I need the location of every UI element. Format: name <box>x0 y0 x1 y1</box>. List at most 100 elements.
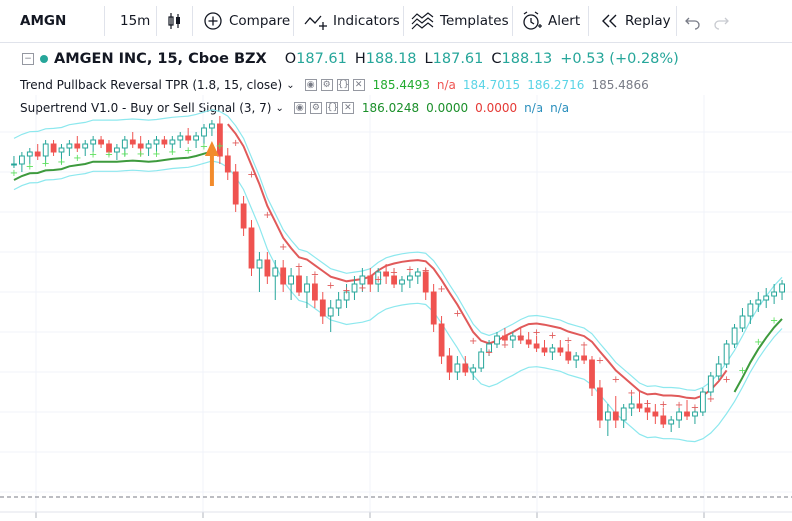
alert-button[interactable]: Alert <box>521 0 580 42</box>
candle-body <box>304 283 310 293</box>
candle-body <box>700 391 706 413</box>
candle-body <box>660 415 667 425</box>
candle-body <box>692 411 698 417</box>
indicator2-name[interactable]: Supertrend V1.0 - Buy or Sell Signal (3,… <box>20 101 272 115</box>
alert-label: Alert <box>548 13 581 29</box>
candle-body <box>11 163 17 166</box>
trend-cross-marker: + <box>469 336 477 347</box>
templates-button[interactable]: Templates <box>411 0 509 42</box>
gear-icon[interactable]: ⚙ <box>309 102 322 114</box>
trend-cross-marker: + <box>279 242 287 253</box>
trend-cross-marker: + <box>707 394 715 405</box>
main-series-legend: − AMGEN INC, 15, Cboe BZX O 187.61 H 188.1… <box>20 48 679 70</box>
candle-body <box>288 275 295 285</box>
high-label: H <box>354 51 366 67</box>
trend-cross-marker: + <box>152 149 160 160</box>
indicator2-value: 0.0000 <box>426 101 469 115</box>
trend-cross-marker: + <box>564 336 572 347</box>
candle-body <box>145 143 152 149</box>
candle-body <box>763 295 770 301</box>
candle-body <box>644 407 651 413</box>
trend-cross-marker: + <box>232 138 240 149</box>
candle-body <box>494 335 500 345</box>
toolbar-divider <box>512 6 513 36</box>
candle-body <box>573 355 580 361</box>
indicator2-value: 0.0000 <box>475 101 518 115</box>
supertrend-lines <box>13 123 783 400</box>
replay-button[interactable]: Replay <box>600 0 671 42</box>
trend-cross-marker: + <box>659 400 667 411</box>
trend-cross-marker: + <box>73 153 81 164</box>
candle-body <box>19 155 25 165</box>
candle-body <box>82 143 89 149</box>
interval-button[interactable]: 15m <box>120 0 150 42</box>
trend-cross-marker: + <box>517 332 525 343</box>
trend-cross-marker: + <box>612 374 620 385</box>
trend-cross-marker: + <box>121 149 129 160</box>
candle-body <box>296 275 302 293</box>
chevron-down-icon[interactable]: ⌄ <box>286 79 295 91</box>
candle-body <box>779 283 786 293</box>
high-value: 188.18 <box>365 51 417 67</box>
trend-cross-marker: + <box>754 337 762 348</box>
toolbar-divider <box>156 6 157 36</box>
candle-body <box>343 291 350 301</box>
candle-body <box>430 291 437 325</box>
indicator1-value: n/a <box>436 78 456 92</box>
trend-cross-marker: + <box>596 356 604 367</box>
redo-button[interactable] <box>712 0 730 42</box>
trend-cross-marker: + <box>41 158 49 169</box>
trend-cross-marker: + <box>263 210 271 221</box>
indicator1-name[interactable]: Trend Pullback Reversal TPR (1.8, 15, cl… <box>20 78 283 92</box>
candle-body <box>723 343 730 365</box>
candle-body <box>169 139 176 145</box>
candle-body <box>478 351 485 369</box>
candle-body <box>217 123 223 157</box>
candle-body <box>707 375 714 393</box>
candle-body <box>50 143 57 153</box>
source-code-icon[interactable]: {} <box>325 102 339 114</box>
indicator2-value: n/a <box>524 101 544 115</box>
alarm-clock-icon <box>523 11 542 30</box>
undo-button[interactable] <box>684 0 702 42</box>
tpr-channel <box>13 109 783 443</box>
candle-body <box>66 143 73 149</box>
indicator2-legend: Supertrend V1.0 - Buy or Sell Signal (3,… <box>20 97 569 119</box>
gear-icon[interactable]: ⚙ <box>320 79 333 91</box>
close-icon[interactable]: ✕ <box>341 102 354 114</box>
candle-body <box>193 135 199 141</box>
candle-body <box>90 139 97 145</box>
candle-body <box>232 171 239 205</box>
candle-body <box>399 279 405 285</box>
candle-body <box>557 347 564 353</box>
candle-body <box>414 271 421 277</box>
candle-body <box>755 299 762 305</box>
trend-cross-marker: + <box>722 374 730 385</box>
green-dot-icon <box>40 55 48 63</box>
eye-icon[interactable]: ◉ <box>293 102 306 114</box>
trend-cross-marker: + <box>311 269 319 280</box>
trend-cross-marker: + <box>532 328 540 339</box>
templates-label: Templates <box>440 13 509 29</box>
trend-cross-marker: + <box>184 146 192 157</box>
trend-cross-marker: + <box>738 366 746 377</box>
indicators-button[interactable]: Indicators <box>304 0 400 42</box>
low-label: L <box>424 51 433 67</box>
chart-type-button[interactable] <box>167 0 183 42</box>
trend-cross-marker: + <box>342 285 350 296</box>
collapse-legend-button[interactable]: − <box>22 53 34 65</box>
close-icon[interactable]: ✕ <box>352 79 365 91</box>
candle-body <box>533 343 540 349</box>
trend-cross-marker: + <box>105 150 113 161</box>
candle-body <box>628 403 635 409</box>
symbol-search-button[interactable]: AMGN <box>20 0 66 42</box>
candle-body <box>161 139 168 145</box>
compare-button[interactable]: Compare <box>203 0 290 42</box>
eye-icon[interactable]: ◉ <box>304 79 317 91</box>
chevron-down-icon[interactable]: ⌄ <box>275 102 284 114</box>
trend-cross-marker: + <box>26 161 34 172</box>
candle-body <box>438 323 445 357</box>
source-code-icon[interactable]: {} <box>336 79 350 91</box>
candle-body <box>129 139 136 145</box>
candle-body <box>549 347 556 353</box>
